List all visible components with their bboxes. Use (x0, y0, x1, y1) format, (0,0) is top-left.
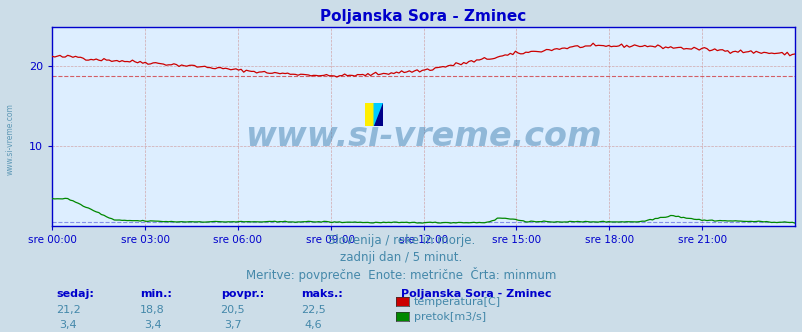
Text: Poljanska Sora - Zminec: Poljanska Sora - Zminec (401, 289, 551, 299)
Text: min.:: min.: (140, 289, 172, 299)
Text: 20,5: 20,5 (221, 305, 245, 315)
Text: 21,2: 21,2 (56, 305, 80, 315)
Text: povpr.:: povpr.: (221, 289, 264, 299)
Text: 3,4: 3,4 (59, 320, 77, 330)
Polygon shape (365, 103, 374, 126)
Text: 22,5: 22,5 (301, 305, 325, 315)
Polygon shape (374, 103, 383, 126)
Text: Meritve: povprečne  Enote: metrične  Črta: minmum: Meritve: povprečne Enote: metrične Črta:… (246, 267, 556, 282)
Text: 18,8: 18,8 (140, 305, 164, 315)
Text: 3,7: 3,7 (224, 320, 241, 330)
Text: Slovenija / reke in morje.: Slovenija / reke in morje. (327, 234, 475, 247)
Text: maks.:: maks.: (301, 289, 342, 299)
Text: zadnji dan / 5 minut.: zadnji dan / 5 minut. (340, 251, 462, 264)
Polygon shape (374, 103, 383, 126)
Text: sedaj:: sedaj: (56, 289, 94, 299)
Text: www.si-vreme.com: www.si-vreme.com (245, 120, 602, 153)
Text: pretok[m3/s]: pretok[m3/s] (413, 312, 485, 322)
Text: www.si-vreme.com: www.si-vreme.com (6, 104, 14, 175)
Text: 3,4: 3,4 (144, 320, 161, 330)
Text: 4,6: 4,6 (304, 320, 322, 330)
Text: temperatura[C]: temperatura[C] (413, 297, 500, 307)
Title: Poljanska Sora - Zminec: Poljanska Sora - Zminec (320, 9, 526, 24)
